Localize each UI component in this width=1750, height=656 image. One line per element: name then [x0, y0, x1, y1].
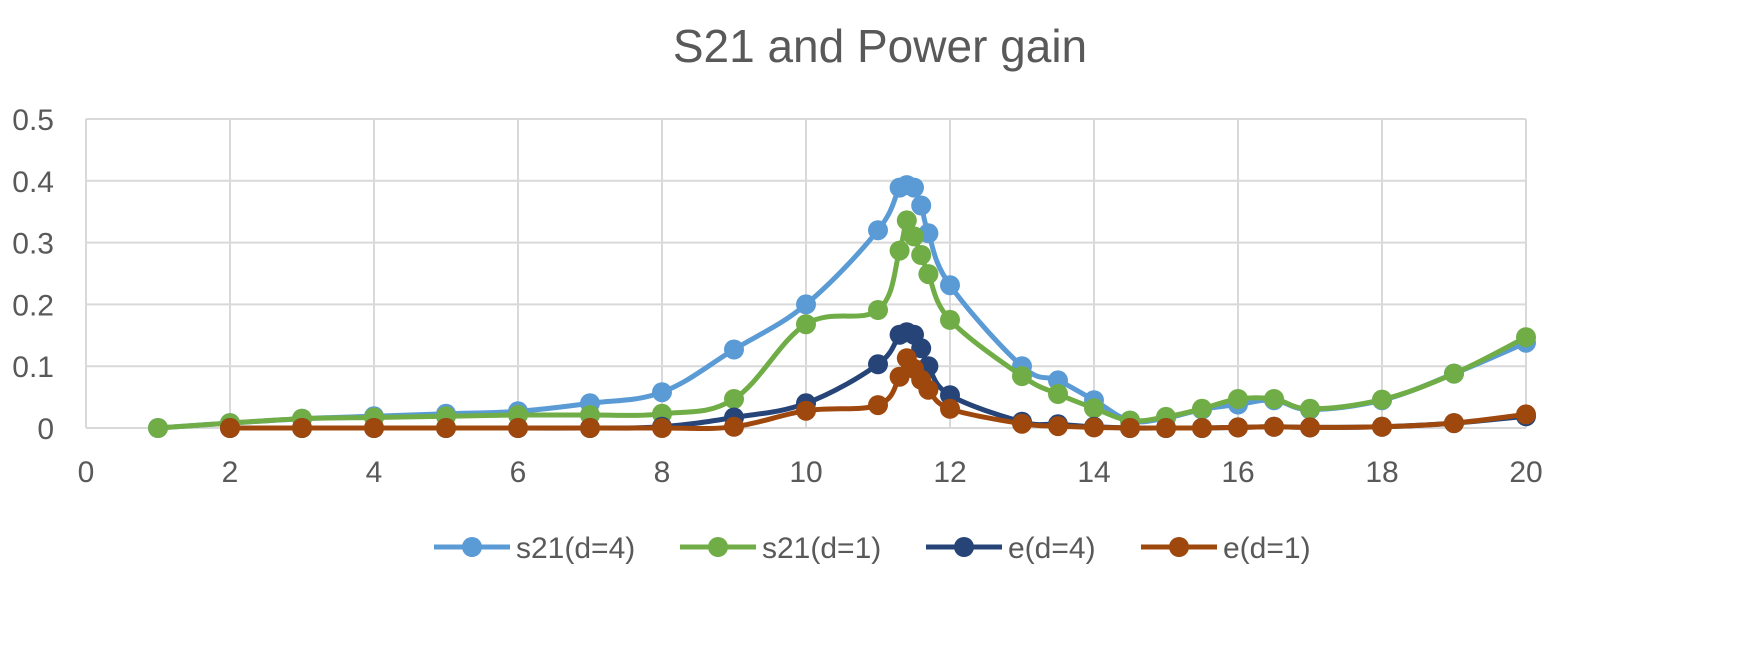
x-tick-label: 4	[366, 456, 383, 489]
data-point	[652, 418, 672, 438]
series-2	[148, 210, 1536, 438]
legend: s21(d=4) s21(d=1) e(d=4) e(d=1)	[434, 532, 1311, 565]
legend-label: e(d=1)	[1223, 532, 1311, 565]
x-tick-label: 18	[1365, 456, 1398, 489]
series-group	[148, 175, 1536, 438]
data-point	[148, 418, 168, 438]
data-point	[868, 354, 888, 375]
data-point	[868, 300, 888, 320]
data-point	[1444, 363, 1464, 384]
x-tick-label: 6	[510, 456, 527, 489]
x-tick-label: 14	[1077, 456, 1110, 489]
x-tick-label: 8	[654, 456, 671, 489]
legend-swatch-marker	[462, 537, 482, 557]
data-point	[1192, 418, 1212, 438]
x-tick-label: 2	[222, 456, 239, 489]
data-point	[1300, 398, 1320, 419]
legend-label: s21(d=1)	[762, 532, 881, 565]
data-point	[896, 210, 917, 231]
y-tick-label: 0	[37, 413, 54, 446]
data-point	[1120, 418, 1140, 438]
data-point	[1264, 416, 1284, 437]
data-point	[1012, 366, 1032, 387]
data-point	[1228, 417, 1248, 438]
data-point	[1444, 413, 1464, 434]
y-tick-label: 0.1	[12, 351, 54, 384]
y-tick-label: 0.2	[12, 289, 54, 322]
data-point	[1192, 398, 1212, 419]
data-point	[364, 418, 384, 438]
data-point	[1048, 416, 1068, 437]
data-point	[1264, 389, 1284, 409]
data-point	[904, 177, 924, 198]
series-3	[220, 322, 1536, 438]
legend-swatch-marker	[954, 537, 974, 557]
x-tick-label: 10	[789, 456, 822, 489]
x-tick-label: 0	[78, 456, 95, 489]
legend-label: s21(d=4)	[516, 532, 635, 565]
legend-swatch-marker	[708, 537, 728, 557]
x-tick-label: 12	[933, 456, 966, 489]
data-point	[940, 309, 960, 330]
y-tick-label: 0.3	[12, 228, 54, 261]
chart-title: S21 and Power gain	[673, 20, 1087, 72]
data-point	[940, 398, 960, 419]
data-point	[889, 240, 910, 261]
data-point	[796, 294, 816, 315]
data-point	[1516, 327, 1536, 348]
data-point	[1012, 413, 1032, 434]
legend-item-2: s21(d=1)	[680, 532, 881, 565]
data-point	[1048, 384, 1068, 404]
x-tick-label: 16	[1221, 456, 1254, 489]
data-point	[1516, 404, 1536, 425]
series-1	[148, 175, 1536, 438]
data-point	[1300, 417, 1320, 438]
data-point	[724, 339, 744, 360]
data-point	[580, 418, 600, 438]
series-line	[157, 217, 1528, 431]
y-tick-label: 0.5	[12, 104, 54, 137]
data-point	[904, 226, 924, 247]
legend-item-3: e(d=4)	[926, 532, 1096, 565]
data-point	[1372, 389, 1392, 410]
data-point	[918, 379, 939, 400]
data-point	[508, 418, 528, 438]
data-point	[1156, 418, 1176, 438]
data-point	[918, 264, 939, 285]
data-point	[796, 314, 816, 335]
series-line	[157, 180, 1527, 431]
data-point	[292, 418, 312, 438]
y-axis-tick-labels: 0 0.1 0.2 0.3 0.4 0.5	[12, 104, 54, 446]
data-point	[796, 400, 816, 421]
gridlines	[85, 118, 1527, 429]
data-point	[911, 245, 932, 265]
legend-item-1: s21(d=4)	[434, 532, 635, 565]
data-point	[652, 382, 672, 403]
data-point	[1372, 416, 1392, 437]
legend-label: e(d=4)	[1008, 532, 1096, 565]
data-point	[868, 220, 888, 241]
x-tick-label: 20	[1509, 456, 1542, 489]
legend-swatch-marker	[1169, 537, 1189, 557]
data-point	[911, 338, 932, 359]
data-point	[868, 395, 888, 416]
data-point	[1228, 389, 1248, 409]
x-axis-tick-labels: 0 2 4 6 8 10 12 14 16 18 20	[78, 456, 1543, 489]
data-point	[436, 418, 456, 438]
data-point	[940, 275, 960, 296]
data-point	[724, 389, 744, 409]
series-4	[220, 348, 1536, 438]
data-point	[220, 418, 240, 438]
data-point	[1084, 417, 1104, 438]
data-point	[1084, 398, 1104, 419]
y-tick-label: 0.4	[12, 166, 54, 199]
data-point	[911, 195, 932, 216]
data-point	[724, 416, 744, 437]
legend-item-4: e(d=1)	[1141, 532, 1311, 565]
